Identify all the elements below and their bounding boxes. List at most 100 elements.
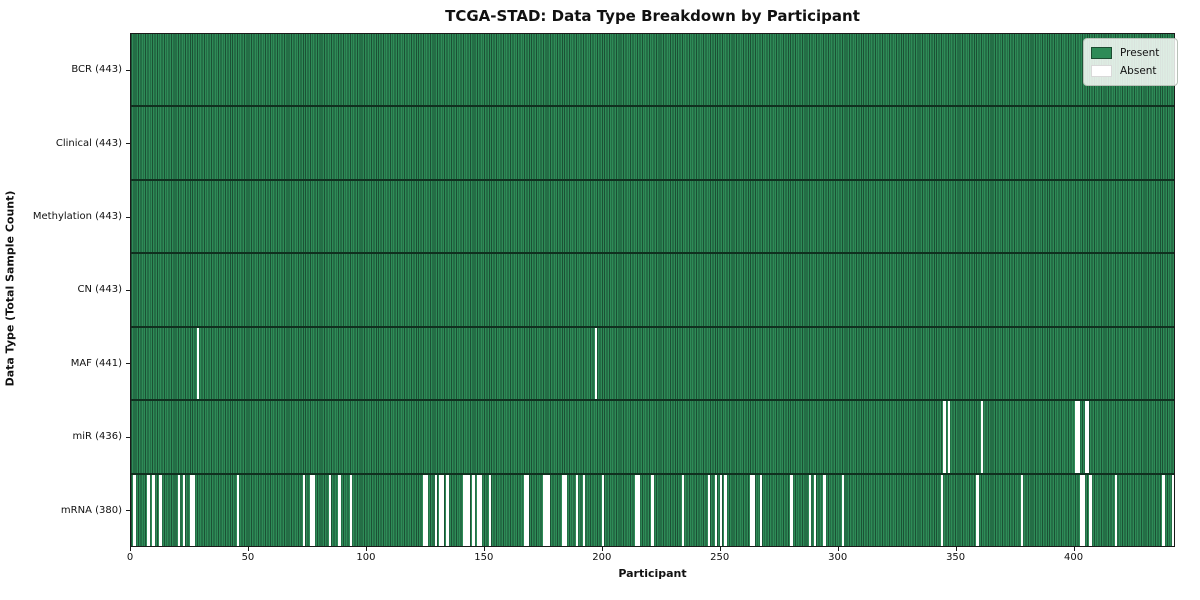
data-type-row [131,254,1174,328]
absent-stripe [439,474,442,546]
absent-stripe [1075,401,1078,473]
absent-stripe [302,474,306,546]
y-tick-label: Clinical (443) [55,137,122,149]
absent-stripe [750,474,753,546]
absent-stripe [196,327,200,400]
x-tick-mark [955,547,957,551]
absent-stripe [465,474,468,546]
absent-stripe [752,474,755,546]
absent-stripe [309,474,313,546]
absent-stripe [236,474,240,546]
x-tick-mark [837,547,839,551]
absent-stripe [980,401,984,473]
data-type-row [131,327,1174,402]
absent-stripe [842,474,845,546]
x-tick-label: 100 [356,552,376,563]
absent-stripe [1082,474,1085,546]
absent-stripe [524,474,527,546]
absent-stripe [583,474,586,546]
absent-stripe [823,474,826,546]
absent-stripe [182,474,186,546]
absent-stripe [545,474,548,546]
absent-stripe [813,474,817,546]
x-tick-mark [365,547,367,551]
x-axis-label: Participant [618,567,687,580]
absent-stripe [526,474,529,546]
absent-stripe [724,474,727,546]
absent-stripe [477,474,480,546]
y-tick-mark [126,436,130,438]
absent-stripe [152,474,155,546]
y-tick-mark [126,290,130,291]
legend-label: Absent [1120,64,1157,77]
absent-stripe [147,474,150,546]
absent-stripe [543,474,546,546]
absent-stripe [467,474,471,546]
absent-stripe [189,474,193,546]
absent-stripe [1162,474,1165,546]
x-tick-label: 150 [474,552,494,563]
absent-stripe [651,474,654,546]
absent-stripe [575,474,579,546]
absent-stripe [159,474,162,546]
plot-area [130,33,1175,547]
data-type-row [131,180,1174,255]
absent-stripe [434,474,438,546]
absent-stripe [1171,474,1174,546]
absent-stripe [349,474,353,546]
y-tick-mark [126,510,130,512]
absent-stripe [488,474,492,546]
absent-stripe [192,474,195,546]
absent-stripe [601,474,605,546]
data-type-row [131,401,1174,475]
legend-entry-absent: Absent [1091,64,1170,77]
y-tick-label: miR (436) [72,431,122,443]
x-tick-label: 50 [241,552,255,563]
absent-stripe [759,474,762,546]
absent-stripe [462,474,466,546]
absent-stripe [1115,474,1118,546]
x-tick-mark [601,547,603,551]
x-tick-mark [1073,547,1075,551]
absent-stripe [943,401,946,473]
absent-stripe [976,474,979,546]
y-tick-marks [126,33,130,547]
absent-stripe [1086,401,1090,473]
absent-stripe [338,474,341,546]
absent-stripe [133,474,136,546]
legend-entry-present: Present [1091,47,1170,60]
y-tick-label: mRNA (380) [60,504,122,516]
absent-stripe [714,474,718,546]
absent-stripe [947,401,951,473]
absent-stripe [446,474,449,546]
y-tick-mark [126,143,130,145]
absent-stripe [637,474,640,546]
data-type-row [131,34,1174,108]
y-tick-label: Methylation (443) [32,211,122,223]
data-type-row [131,474,1174,546]
y-tick-mark [126,216,130,218]
absent-stripe [1089,474,1092,546]
y-tick-mark [126,69,130,71]
absent-stripe [1079,474,1083,546]
data-type-row [131,107,1174,181]
absent-swatch-icon [1091,64,1112,77]
x-tick-mark [483,547,485,551]
x-tick-label: 0 [126,552,134,563]
x-tick-label: 200 [592,552,612,563]
absent-stripe [1084,401,1087,473]
x-tick-label: 400 [1064,552,1084,563]
x-tick-label: 300 [828,552,848,563]
absent-stripe [479,474,482,546]
y-tick-label: MAF (441) [70,357,122,369]
absent-stripe [425,474,428,546]
absent-stripe [441,474,445,546]
absent-stripe [547,474,551,546]
absent-stripe [564,474,567,546]
absent-stripe [719,474,722,546]
y-tick-mark [126,363,130,365]
legend: Present Absent [1083,38,1178,86]
absent-stripe [422,474,426,546]
absent-stripe [1077,401,1080,473]
absent-stripe [178,474,181,546]
